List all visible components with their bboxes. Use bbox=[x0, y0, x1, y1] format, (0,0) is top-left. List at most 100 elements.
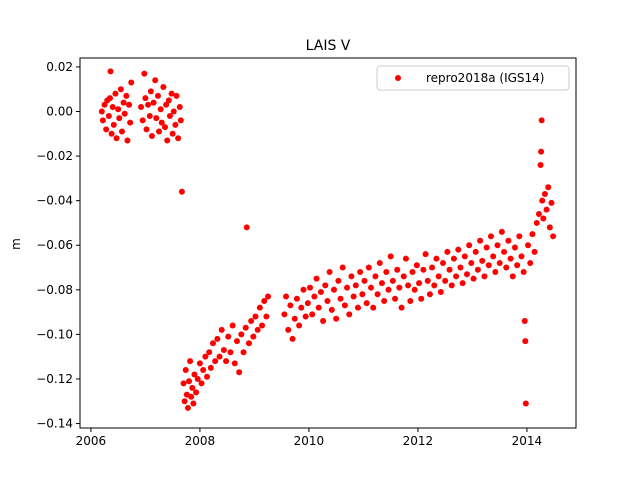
data-point bbox=[411, 286, 418, 293]
data-point bbox=[538, 148, 545, 155]
data-point bbox=[209, 340, 216, 347]
y-tick-label: −0.08 bbox=[36, 283, 73, 297]
data-point bbox=[261, 297, 268, 304]
data-point bbox=[250, 333, 257, 340]
data-point bbox=[115, 106, 122, 113]
data-point bbox=[142, 95, 149, 102]
data-point bbox=[485, 262, 492, 269]
data-point bbox=[490, 253, 497, 260]
y-tick-label: −0.10 bbox=[36, 327, 73, 341]
data-point bbox=[416, 280, 423, 287]
data-point bbox=[245, 340, 252, 347]
data-point bbox=[177, 117, 184, 124]
data-point bbox=[289, 335, 296, 342]
data-point bbox=[304, 300, 311, 307]
data-point bbox=[206, 349, 213, 356]
data-point bbox=[168, 90, 175, 97]
data-point bbox=[409, 268, 416, 275]
data-point bbox=[198, 380, 205, 387]
data-point bbox=[509, 273, 516, 280]
data-point bbox=[259, 322, 266, 329]
data-point bbox=[457, 264, 464, 271]
data-point bbox=[103, 126, 110, 133]
data-point bbox=[424, 277, 431, 284]
data-point bbox=[229, 322, 236, 329]
data-point bbox=[507, 255, 514, 262]
data-point bbox=[521, 318, 528, 325]
data-point bbox=[118, 128, 125, 135]
data-point bbox=[120, 99, 127, 106]
data-point bbox=[405, 282, 412, 289]
data-point bbox=[126, 101, 133, 108]
data-point bbox=[546, 224, 553, 231]
data-point bbox=[216, 353, 223, 360]
x-tick-label: 2014 bbox=[512, 434, 543, 448]
data-point bbox=[106, 95, 113, 102]
y-tick-label: −0.02 bbox=[36, 149, 73, 163]
data-point bbox=[256, 304, 263, 311]
data-point bbox=[418, 295, 425, 302]
y-tick-label: −0.04 bbox=[36, 194, 73, 208]
data-point bbox=[157, 106, 164, 113]
data-point bbox=[463, 271, 470, 278]
data-point bbox=[538, 117, 545, 124]
data-point bbox=[525, 242, 532, 249]
data-point bbox=[112, 90, 119, 97]
data-point bbox=[352, 282, 359, 289]
data-point bbox=[99, 117, 106, 124]
data-point bbox=[212, 358, 219, 365]
data-point bbox=[160, 83, 167, 90]
data-point bbox=[535, 211, 542, 218]
data-point bbox=[113, 135, 120, 142]
data-point bbox=[324, 297, 331, 304]
data-point bbox=[145, 101, 152, 108]
data-point bbox=[394, 266, 401, 273]
data-point bbox=[487, 233, 494, 240]
x-tick-label: 2012 bbox=[403, 434, 434, 448]
data-point bbox=[446, 266, 453, 273]
data-point bbox=[529, 231, 536, 238]
data-point bbox=[311, 293, 318, 300]
data-point bbox=[402, 255, 409, 262]
data-point bbox=[346, 311, 353, 318]
data-point bbox=[163, 101, 170, 108]
data-point bbox=[287, 302, 294, 309]
data-point bbox=[172, 121, 179, 128]
data-point bbox=[474, 266, 481, 273]
y-tick-label: −0.12 bbox=[36, 372, 73, 386]
data-point bbox=[483, 244, 490, 251]
data-point bbox=[176, 104, 183, 111]
data-point bbox=[470, 275, 477, 282]
data-point bbox=[231, 360, 238, 367]
data-point bbox=[182, 367, 189, 374]
data-point bbox=[154, 92, 161, 99]
data-point bbox=[387, 253, 394, 260]
data-point bbox=[398, 304, 405, 311]
data-point bbox=[389, 277, 396, 284]
data-point bbox=[392, 295, 399, 302]
data-point bbox=[322, 282, 329, 289]
data-point bbox=[328, 306, 335, 313]
data-point bbox=[243, 224, 250, 231]
data-point bbox=[200, 367, 207, 374]
legend-box bbox=[376, 65, 570, 91]
data-point bbox=[214, 335, 221, 342]
data-point bbox=[302, 313, 309, 320]
data-point bbox=[242, 324, 249, 331]
data-point bbox=[162, 124, 169, 131]
data-point bbox=[254, 326, 261, 333]
data-point bbox=[496, 260, 503, 267]
data-point bbox=[357, 268, 364, 275]
data-point bbox=[98, 108, 105, 115]
data-point bbox=[400, 273, 407, 280]
data-point bbox=[437, 289, 444, 296]
data-point bbox=[518, 253, 525, 260]
y-tick-label: −0.06 bbox=[36, 238, 73, 252]
x-tick-label: 2006 bbox=[76, 434, 107, 448]
data-point bbox=[442, 277, 449, 284]
data-point bbox=[191, 371, 198, 378]
data-point bbox=[479, 257, 486, 264]
data-point bbox=[291, 315, 298, 322]
data-point bbox=[196, 360, 203, 367]
